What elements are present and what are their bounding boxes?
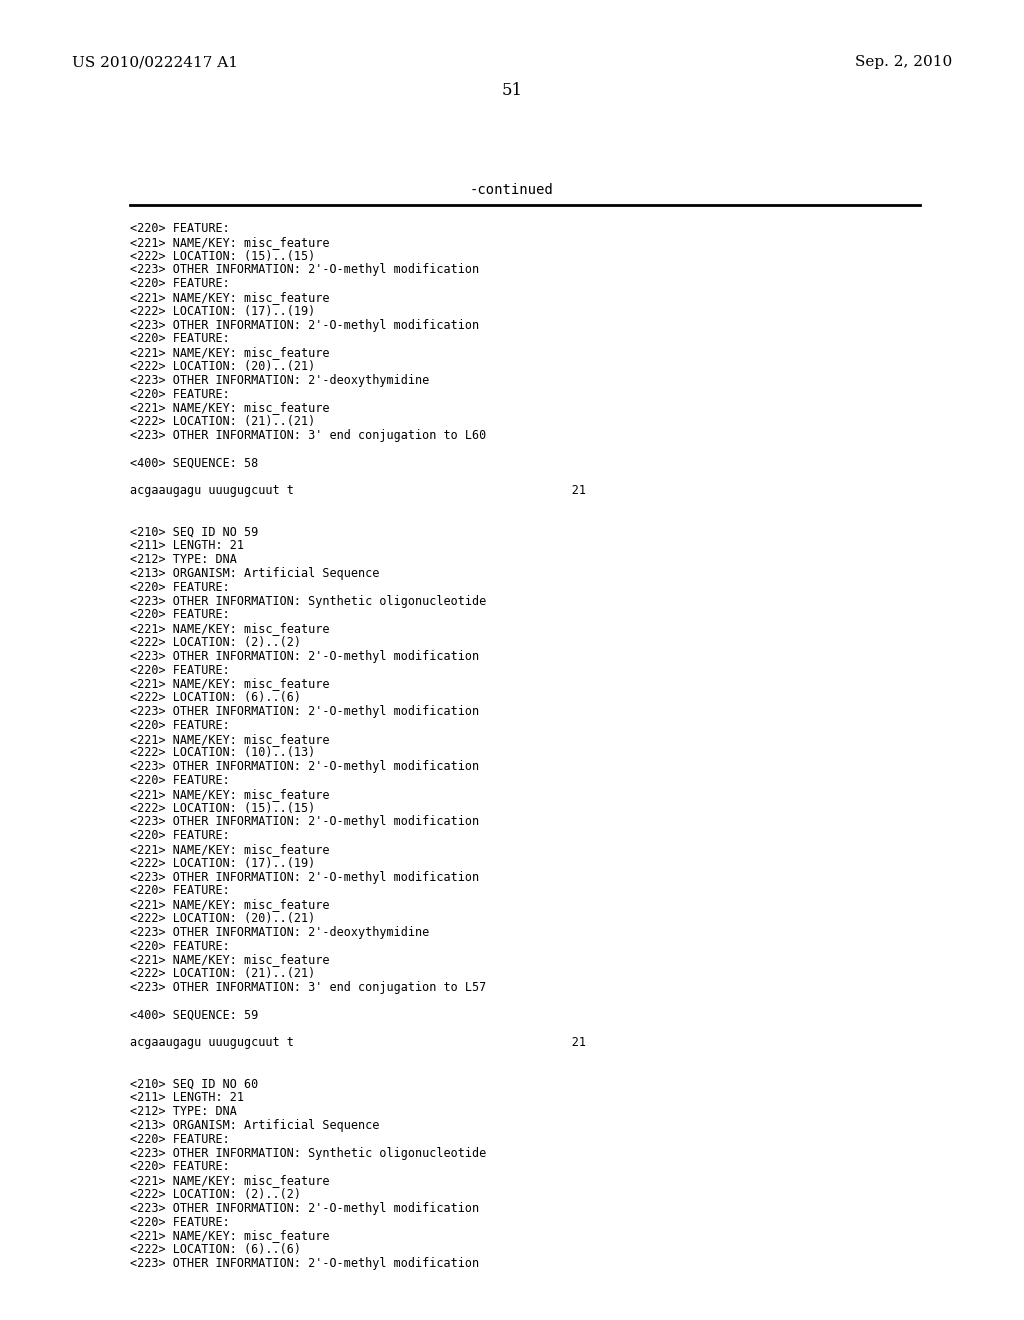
Text: <223> OTHER INFORMATION: 2'-O-methyl modification: <223> OTHER INFORMATION: 2'-O-methyl mod…	[130, 318, 479, 331]
Text: <221> NAME/KEY: misc_feature: <221> NAME/KEY: misc_feature	[130, 788, 330, 801]
Text: <220> FEATURE:: <220> FEATURE:	[130, 1160, 229, 1173]
Text: <222> LOCATION: (17)..(19): <222> LOCATION: (17)..(19)	[130, 857, 315, 870]
Text: <220> FEATURE:: <220> FEATURE:	[130, 609, 229, 622]
Text: <223> OTHER INFORMATION: 2'-O-methyl modification: <223> OTHER INFORMATION: 2'-O-methyl mod…	[130, 816, 479, 829]
Text: -continued: -continued	[470, 183, 554, 197]
Text: <220> FEATURE:: <220> FEATURE:	[130, 664, 229, 677]
Text: <223> OTHER INFORMATION: 2'-O-methyl modification: <223> OTHER INFORMATION: 2'-O-methyl mod…	[130, 760, 479, 774]
Text: <222> LOCATION: (20)..(21): <222> LOCATION: (20)..(21)	[130, 360, 315, 374]
Text: <213> ORGANISM: Artificial Sequence: <213> ORGANISM: Artificial Sequence	[130, 568, 379, 579]
Text: <222> LOCATION: (21)..(21): <222> LOCATION: (21)..(21)	[130, 416, 315, 428]
Text: <222> LOCATION: (15)..(15): <222> LOCATION: (15)..(15)	[130, 249, 315, 263]
Text: <222> LOCATION: (15)..(15): <222> LOCATION: (15)..(15)	[130, 801, 315, 814]
Text: <213> ORGANISM: Artificial Sequence: <213> ORGANISM: Artificial Sequence	[130, 1119, 379, 1133]
Text: <221> NAME/KEY: misc_feature: <221> NAME/KEY: misc_feature	[130, 346, 330, 359]
Text: <221> NAME/KEY: misc_feature: <221> NAME/KEY: misc_feature	[130, 290, 330, 304]
Text: <400> SEQUENCE: 58: <400> SEQUENCE: 58	[130, 457, 258, 470]
Text: <400> SEQUENCE: 59: <400> SEQUENCE: 59	[130, 1008, 258, 1022]
Text: <222> LOCATION: (10)..(13): <222> LOCATION: (10)..(13)	[130, 746, 315, 759]
Text: <222> LOCATION: (20)..(21): <222> LOCATION: (20)..(21)	[130, 912, 315, 925]
Text: <220> FEATURE:: <220> FEATURE:	[130, 884, 229, 898]
Text: <211> LENGTH: 21: <211> LENGTH: 21	[130, 540, 244, 552]
Text: <221> NAME/KEY: misc_feature: <221> NAME/KEY: misc_feature	[130, 733, 330, 746]
Text: <212> TYPE: DNA: <212> TYPE: DNA	[130, 553, 237, 566]
Text: <220> FEATURE:: <220> FEATURE:	[130, 940, 229, 953]
Text: <221> NAME/KEY: misc_feature: <221> NAME/KEY: misc_feature	[130, 622, 330, 635]
Text: 51: 51	[502, 82, 522, 99]
Text: <221> NAME/KEY: misc_feature: <221> NAME/KEY: misc_feature	[130, 843, 330, 855]
Text: <223> OTHER INFORMATION: 3' end conjugation to L57: <223> OTHER INFORMATION: 3' end conjugat…	[130, 981, 486, 994]
Text: <220> FEATURE:: <220> FEATURE:	[130, 1216, 229, 1229]
Text: <221> NAME/KEY: misc_feature: <221> NAME/KEY: misc_feature	[130, 953, 330, 966]
Text: <223> OTHER INFORMATION: 2'-deoxythymidine: <223> OTHER INFORMATION: 2'-deoxythymidi…	[130, 374, 429, 387]
Text: Sep. 2, 2010: Sep. 2, 2010	[855, 55, 952, 69]
Text: <223> OTHER INFORMATION: 2'-O-methyl modification: <223> OTHER INFORMATION: 2'-O-methyl mod…	[130, 705, 479, 718]
Text: <210> SEQ ID NO 60: <210> SEQ ID NO 60	[130, 1077, 258, 1090]
Text: <210> SEQ ID NO 59: <210> SEQ ID NO 59	[130, 525, 258, 539]
Text: <223> OTHER INFORMATION: 2'-O-methyl modification: <223> OTHER INFORMATION: 2'-O-methyl mod…	[130, 649, 479, 663]
Text: <220> FEATURE:: <220> FEATURE:	[130, 719, 229, 731]
Text: <223> OTHER INFORMATION: Synthetic oligonucleotide: <223> OTHER INFORMATION: Synthetic oligo…	[130, 1147, 486, 1159]
Text: <221> NAME/KEY: misc_feature: <221> NAME/KEY: misc_feature	[130, 677, 330, 690]
Text: <221> NAME/KEY: misc_feature: <221> NAME/KEY: misc_feature	[130, 1229, 330, 1242]
Text: <222> LOCATION: (21)..(21): <222> LOCATION: (21)..(21)	[130, 968, 315, 981]
Text: <220> FEATURE:: <220> FEATURE:	[130, 829, 229, 842]
Text: <222> LOCATION: (2)..(2): <222> LOCATION: (2)..(2)	[130, 636, 301, 649]
Text: <222> LOCATION: (6)..(6): <222> LOCATION: (6)..(6)	[130, 692, 301, 704]
Text: <211> LENGTH: 21: <211> LENGTH: 21	[130, 1092, 244, 1105]
Text: <223> OTHER INFORMATION: Synthetic oligonucleotide: <223> OTHER INFORMATION: Synthetic oligo…	[130, 594, 486, 607]
Text: <220> FEATURE:: <220> FEATURE:	[130, 222, 229, 235]
Text: acgaaugagu uuugugcuut t                                       21: acgaaugagu uuugugcuut t 21	[130, 1036, 586, 1049]
Text: <220> FEATURE:: <220> FEATURE:	[130, 388, 229, 400]
Text: <223> OTHER INFORMATION: 2'-deoxythymidine: <223> OTHER INFORMATION: 2'-deoxythymidi…	[130, 925, 429, 939]
Text: <212> TYPE: DNA: <212> TYPE: DNA	[130, 1105, 237, 1118]
Text: <223> OTHER INFORMATION: 2'-O-methyl modification: <223> OTHER INFORMATION: 2'-O-methyl mod…	[130, 264, 479, 276]
Text: <220> FEATURE:: <220> FEATURE:	[130, 774, 229, 787]
Text: <221> NAME/KEY: misc_feature: <221> NAME/KEY: misc_feature	[130, 401, 330, 414]
Text: <223> OTHER INFORMATION: 2'-O-methyl modification: <223> OTHER INFORMATION: 2'-O-methyl mod…	[130, 871, 479, 883]
Text: acgaaugagu uuugugcuut t                                       21: acgaaugagu uuugugcuut t 21	[130, 484, 586, 498]
Text: <223> OTHER INFORMATION: 3' end conjugation to L60: <223> OTHER INFORMATION: 3' end conjugat…	[130, 429, 486, 442]
Text: US 2010/0222417 A1: US 2010/0222417 A1	[72, 55, 238, 69]
Text: <221> NAME/KEY: misc_feature: <221> NAME/KEY: misc_feature	[130, 236, 330, 248]
Text: <220> FEATURE:: <220> FEATURE:	[130, 581, 229, 594]
Text: <220> FEATURE:: <220> FEATURE:	[130, 333, 229, 346]
Text: <222> LOCATION: (17)..(19): <222> LOCATION: (17)..(19)	[130, 305, 315, 318]
Text: <221> NAME/KEY: misc_feature: <221> NAME/KEY: misc_feature	[130, 898, 330, 911]
Text: <222> LOCATION: (2)..(2): <222> LOCATION: (2)..(2)	[130, 1188, 301, 1201]
Text: <220> FEATURE:: <220> FEATURE:	[130, 1133, 229, 1146]
Text: <220> FEATURE:: <220> FEATURE:	[130, 277, 229, 290]
Text: <222> LOCATION: (6)..(6): <222> LOCATION: (6)..(6)	[130, 1243, 301, 1257]
Text: <221> NAME/KEY: misc_feature: <221> NAME/KEY: misc_feature	[130, 1175, 330, 1187]
Text: <223> OTHER INFORMATION: 2'-O-methyl modification: <223> OTHER INFORMATION: 2'-O-methyl mod…	[130, 1201, 479, 1214]
Text: <223> OTHER INFORMATION: 2'-O-methyl modification: <223> OTHER INFORMATION: 2'-O-methyl mod…	[130, 1257, 479, 1270]
